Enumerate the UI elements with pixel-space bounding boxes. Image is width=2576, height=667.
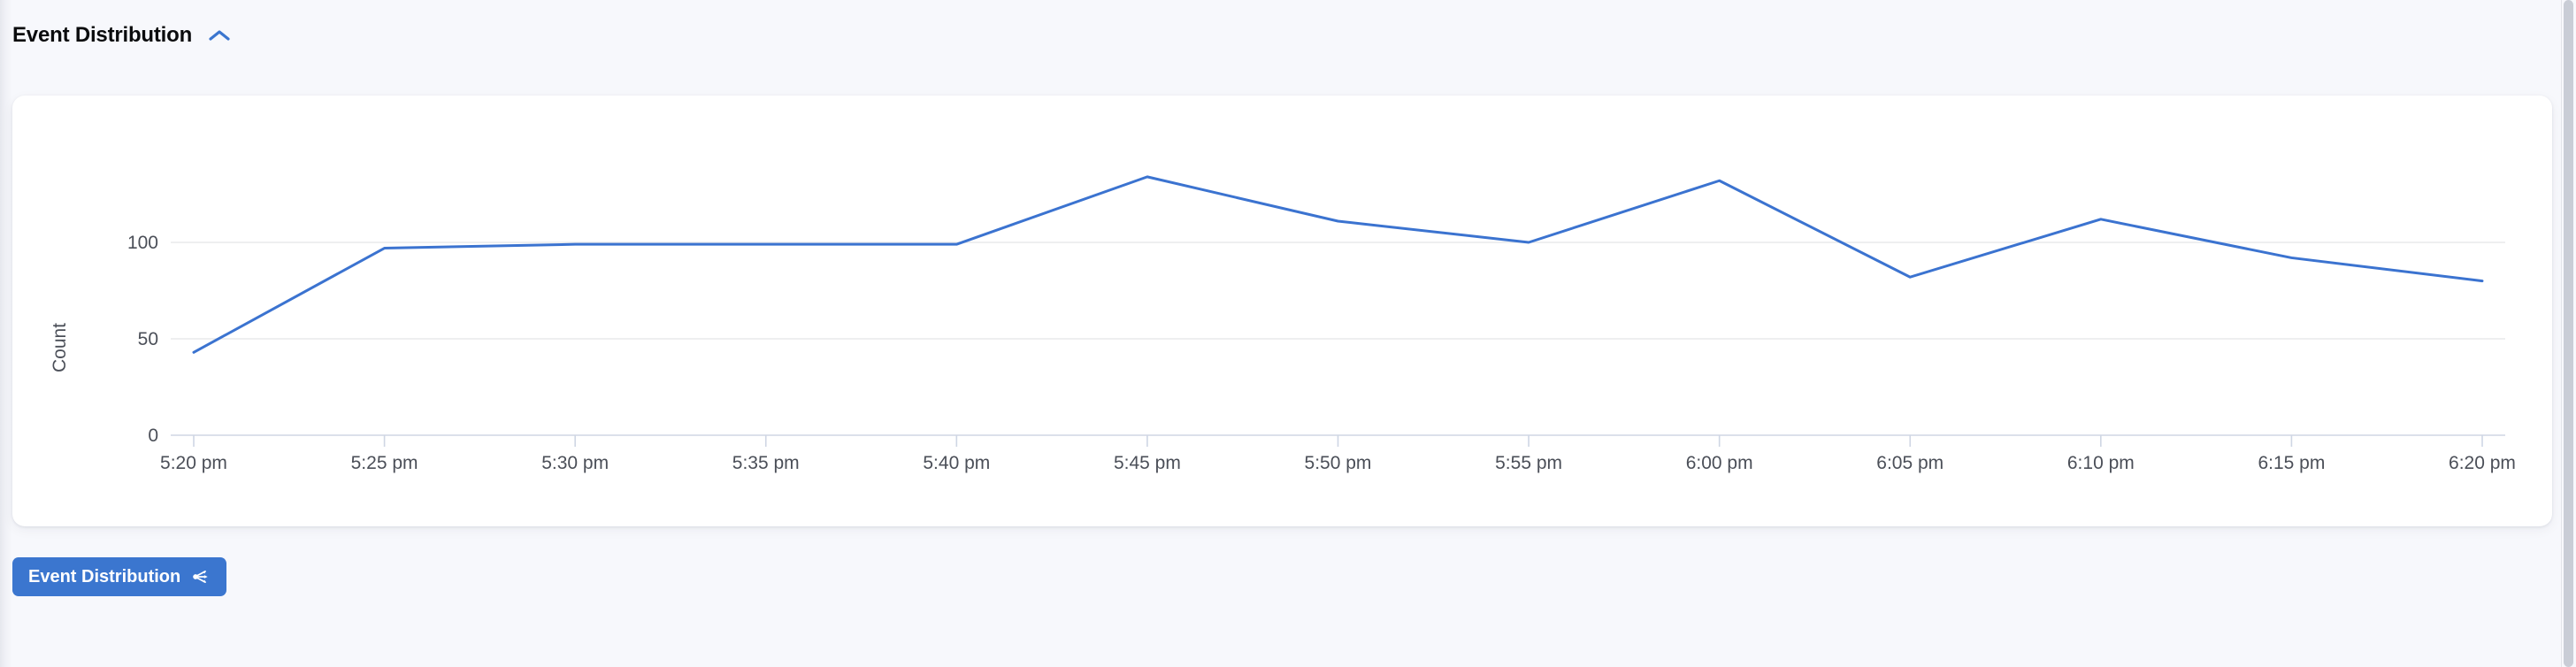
page-left-edge	[0, 0, 12, 667]
chart-card: 0 50 100 Count 5:20 pm 5:25 pm 5:30 pm 5:35 pm 5…	[12, 96, 2552, 526]
scrollbar-thumb[interactable]	[2564, 0, 2573, 667]
chevron-up-icon[interactable]	[204, 24, 234, 47]
x-tick-label: 5:30 pm	[541, 453, 609, 473]
section-header: Event Distribution	[12, 23, 234, 48]
x-tick-label: 6:00 pm	[1686, 453, 1753, 473]
x-tick-label: 5:55 pm	[1495, 453, 1562, 473]
x-tick-label: 6:10 pm	[2067, 453, 2135, 473]
y-axis-title: Count	[50, 323, 70, 372]
x-tick-label: 6:15 pm	[2258, 453, 2325, 473]
x-tick-label: 5:45 pm	[1114, 453, 1181, 473]
event-distribution-chart[interactable]: 0 50 100 Count 5:20 pm 5:25 pm 5:30 pm 5:35 pm 5…	[12, 96, 2552, 526]
x-tick-label: 5:25 pm	[351, 453, 418, 473]
vertical-scrollbar[interactable]	[2561, 0, 2576, 667]
share-nodes-icon	[191, 567, 211, 586]
page-title: Event Distribution	[12, 23, 193, 47]
x-tick-label: 5:40 pm	[923, 453, 990, 473]
x-tick-label: 5:35 pm	[732, 453, 800, 473]
y-tick-label: 100	[127, 233, 158, 253]
chart-svg: 0 50 100 Count 5:20 pm 5:25 pm 5:30 pm 5:35 pm 5…	[50, 175, 2516, 473]
y-tick-label: 0	[148, 426, 158, 446]
x-tick-label: 5:50 pm	[1305, 453, 1372, 473]
y-tick-label: 50	[138, 329, 158, 349]
x-tick-label: 5:20 pm	[160, 453, 227, 473]
event-distribution-chip-button[interactable]: Event Distribution	[12, 557, 227, 596]
x-tick-label: 6:05 pm	[1876, 453, 1944, 473]
x-tick-label: 6:20 pm	[2449, 453, 2516, 473]
series-line	[192, 175, 2484, 354]
chip-button-label: Event Distribution	[28, 566, 181, 586]
